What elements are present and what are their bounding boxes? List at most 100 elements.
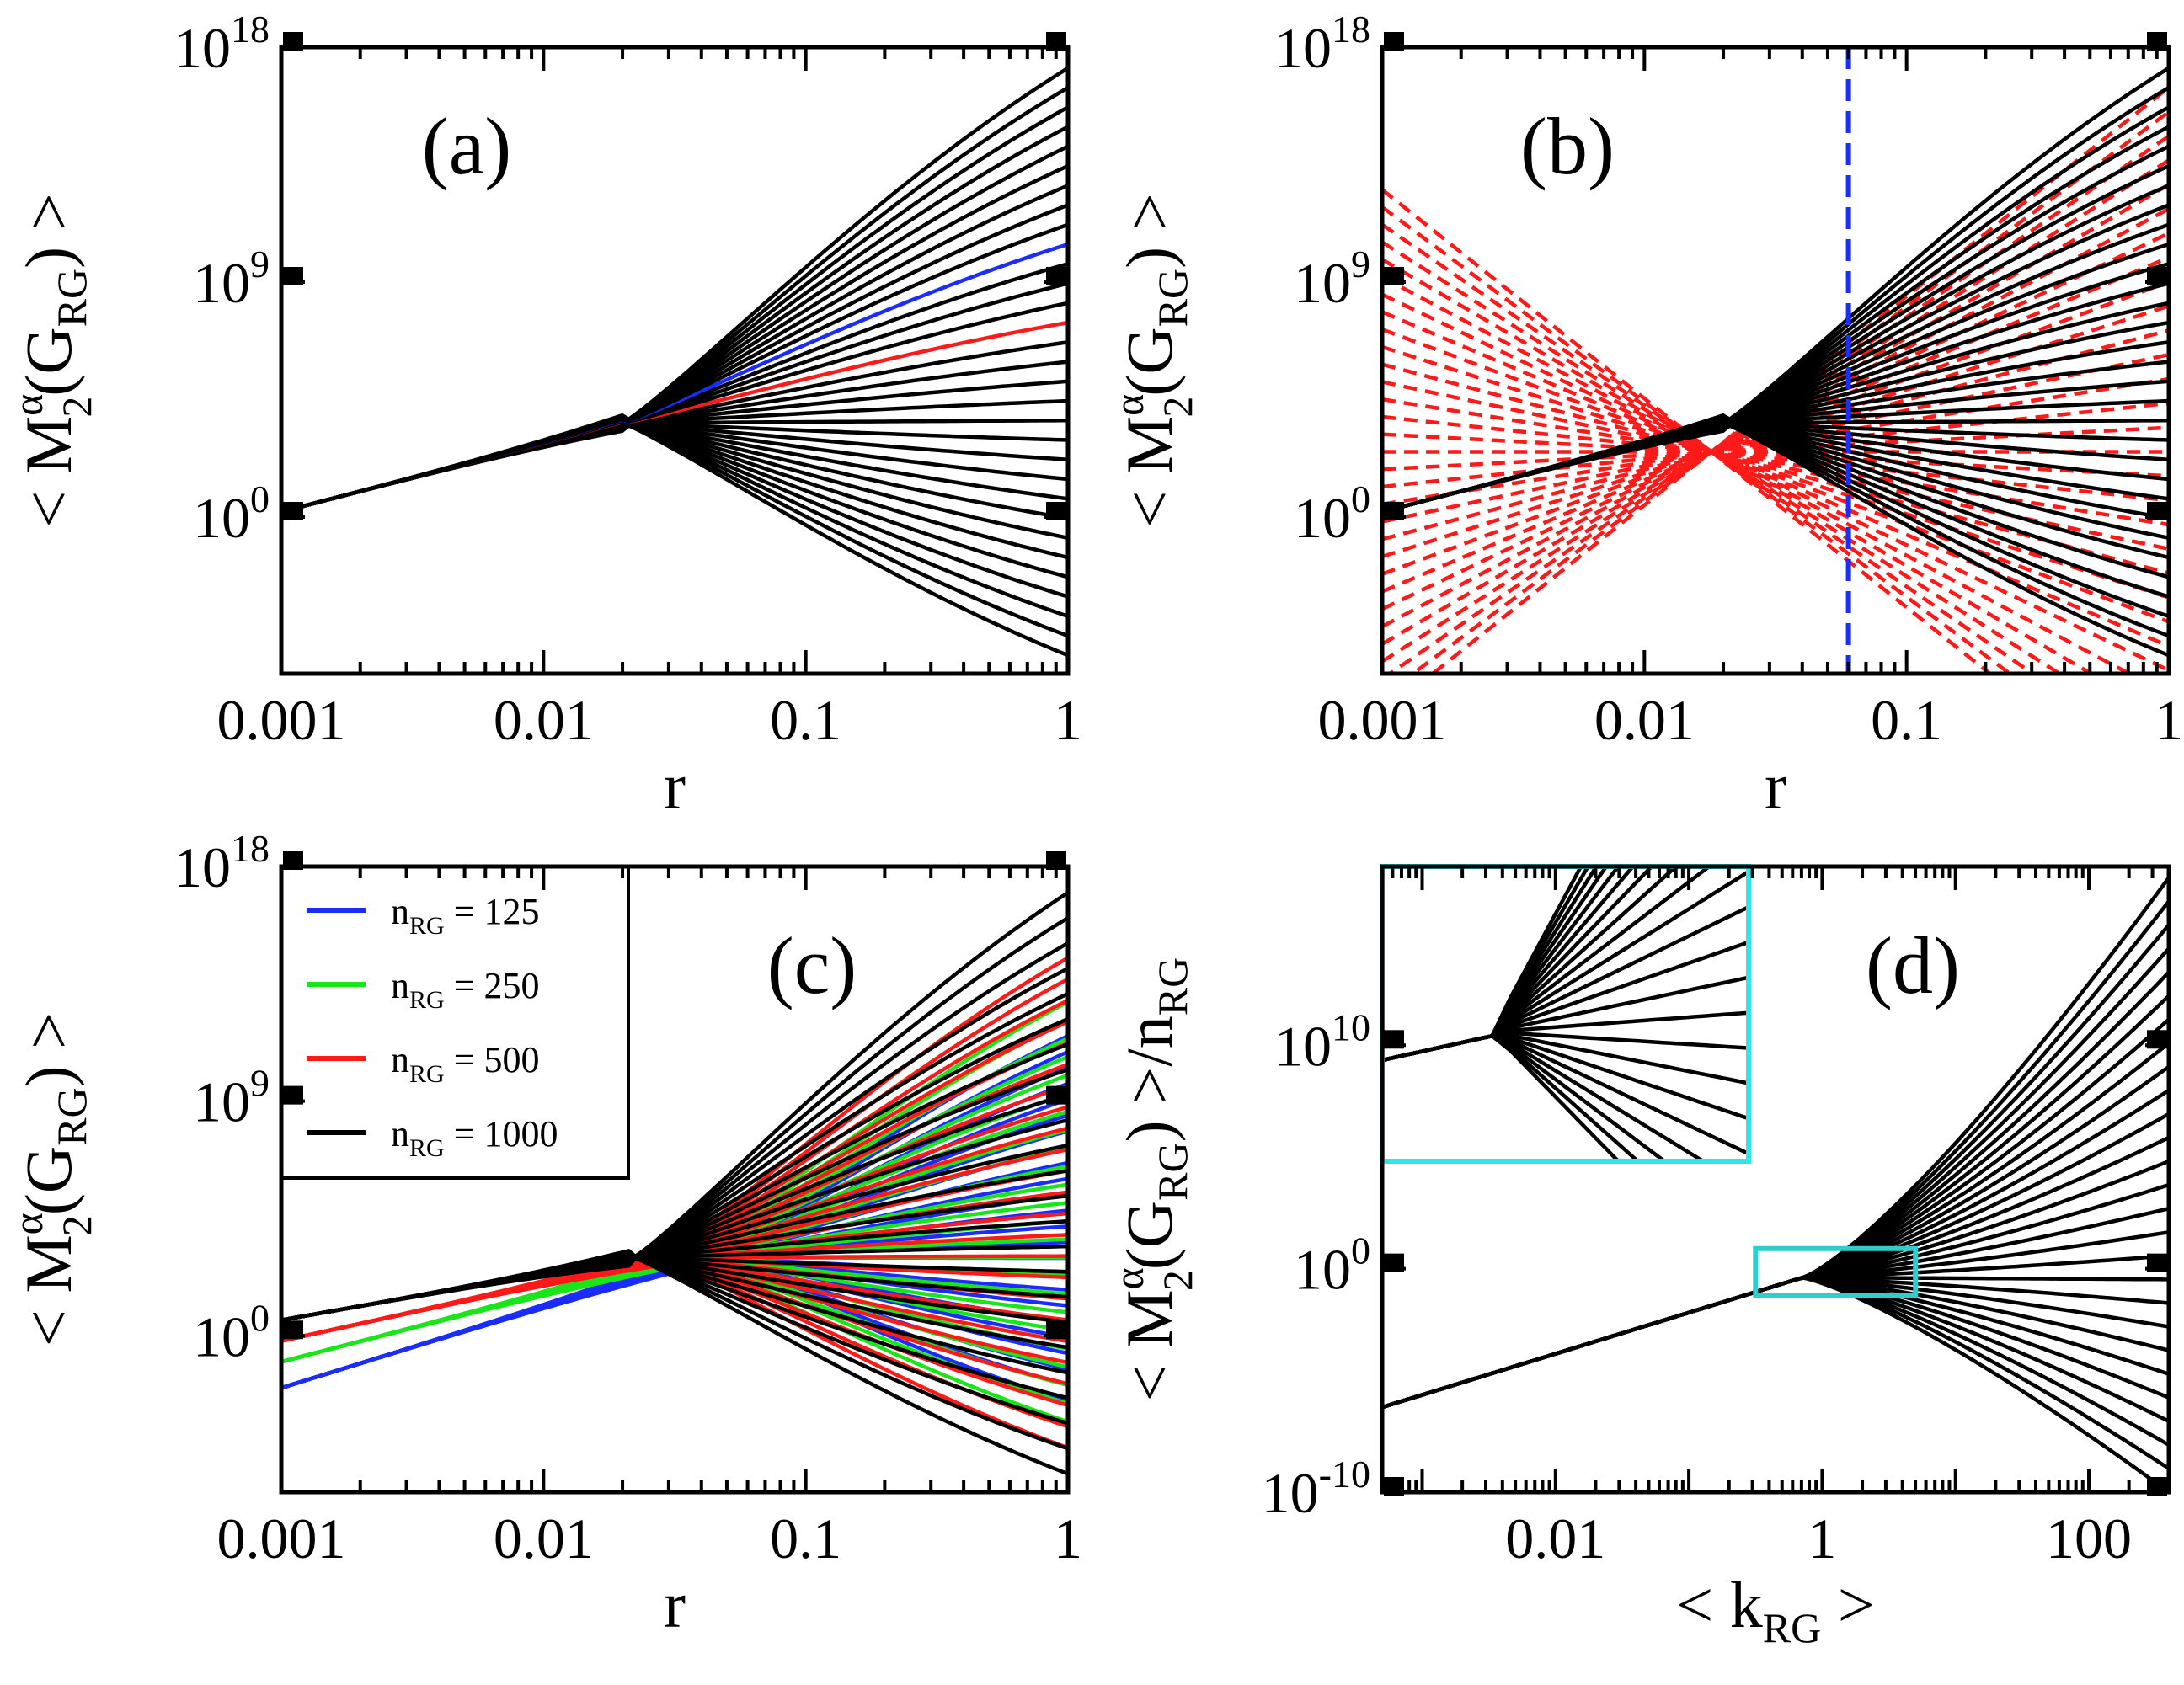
y-tick-label: 100: [193, 1296, 270, 1368]
panel-c-frame: [279, 864, 1071, 1495]
x-tick-label: 0.1: [1871, 688, 1942, 752]
fit-line: [1382, 362, 2169, 575]
x-tick-label: 0.001: [217, 1506, 346, 1570]
panel-a-frame: [279, 45, 1071, 676]
y-tick-label: 109: [193, 1062, 270, 1134]
tick-marker: [283, 1085, 303, 1105]
y-tick-label: 100: [1294, 477, 1370, 550]
inset-line: [1382, 866, 1583, 1063]
y-tick-label: 1018: [174, 827, 270, 899]
legend: nRG = 125 nRG = 250 nRG = 500 nRG = 1000: [280, 865, 630, 1180]
x-tick-label: 0.1: [770, 1506, 841, 1570]
series-line: [281, 222, 1068, 514]
x-axis-label: < kRG >: [1676, 1568, 1874, 1651]
tick-marker: [1384, 1477, 1404, 1496]
x-tick-label: 1: [1054, 1506, 1082, 1570]
series-line: [281, 163, 1068, 514]
tick-marker: [283, 851, 303, 870]
x-axis-label: r: [664, 749, 686, 823]
tick-marker: [283, 32, 303, 51]
legend-box: [280, 865, 630, 1180]
tick-marker: [1384, 502, 1404, 520]
tick-marker: [1046, 1085, 1066, 1105]
x-axis-label: r: [664, 1568, 686, 1641]
fit-line: [1382, 240, 2064, 674]
tick-marker: [283, 267, 303, 285]
y-axis-label: < Mα2(GRG) >: [4, 193, 100, 527]
plot-area: [281, 66, 1068, 658]
x-tick-label: 0.01: [1505, 1506, 1605, 1570]
legend-entry: nRG = 500: [391, 1039, 540, 1088]
panel-b: 100 109 1018 0.001 0.01 0.1 1 r < Mα2(GRG) > (b): [1105, 8, 2183, 823]
y-tick-label: 100: [1294, 1229, 1370, 1302]
x-tick-label: 0.001: [1318, 688, 1447, 752]
fit-line: [1382, 222, 2037, 674]
fit-line: [1382, 328, 2169, 624]
x-tick-label: 1: [1054, 688, 1082, 752]
tick-marker: [1384, 267, 1404, 285]
tick-marker: [1046, 502, 1066, 520]
fit-line: [1382, 292, 2169, 673]
x-tick-label: 0.1: [770, 688, 841, 752]
tick-marker: [2147, 1253, 2167, 1272]
legend-entry: nRG = 250: [391, 965, 540, 1014]
x-tick-label: 0.01: [494, 1506, 594, 1570]
fit-line: [1382, 205, 2014, 674]
fit-line: [1382, 310, 2169, 648]
panel-label: (c): [767, 920, 857, 1010]
panel-d: 10-10 100 1010 0.01 1 100 < kRG > < Mα2(GRG) >/…: [1105, 864, 2171, 1651]
y-tick-label: 109: [1294, 243, 1370, 315]
tick-marker: [2147, 32, 2167, 51]
panel-label: (a): [422, 101, 512, 191]
panel-c: nRG = 125 nRG = 250 nRG = 500 nRG = 1000 100…: [4, 827, 1082, 1641]
series-line: [281, 891, 1068, 1322]
series-line: [281, 184, 1068, 514]
series-line: [281, 125, 1068, 514]
fit-line: [1382, 397, 2169, 527]
x-axis-label: r: [1765, 749, 1786, 823]
series-line: [1382, 1276, 2169, 1447]
tick-marker: [283, 502, 303, 520]
x-tick-label: 0.01: [494, 688, 594, 752]
legend-entry: nRG = 125: [391, 891, 540, 940]
legend-entry: nRG = 1000: [391, 1113, 558, 1162]
x-tick-label: 0.001: [217, 688, 346, 752]
fit-line: [1382, 258, 2096, 674]
y-tick-label: 1018: [1274, 8, 1370, 80]
series-line: [1382, 66, 2169, 514]
tick-marker: [2147, 1030, 2167, 1049]
fit-line: [1429, 86, 2169, 674]
panel-d-frame: [1380, 864, 2171, 1495]
plot-area: [281, 891, 1068, 1476]
tick-marker: [283, 1320, 303, 1340]
tick-marker: [1384, 1030, 1404, 1049]
tick-marker: [2147, 267, 2167, 285]
fit-line: [1386, 134, 2169, 674]
x-tick-label: 100: [2046, 1506, 2132, 1570]
zoom-box: [1753, 1245, 1919, 1298]
tick-marker: [1046, 851, 1066, 870]
x-tick-label: 0.01: [1594, 688, 1695, 752]
panel-label: (d): [1866, 920, 1960, 1010]
y-axis-label: < Mα2(GRG) >/nRG: [1105, 957, 1201, 1401]
x-tick-label: 1: [2155, 688, 2183, 752]
y-axis-label: < Mα2(GRG) >: [4, 1012, 100, 1346]
panel-b-frame: [1380, 45, 2171, 676]
fit-line: [1382, 231, 2169, 611]
tick-marker: [1046, 32, 1066, 51]
series-line: [281, 423, 1068, 638]
plot-area: [1382, 47, 2169, 674]
tick-marker: [1384, 32, 1404, 51]
inset: [1380, 864, 1751, 1164]
fit-line: [1382, 414, 2169, 503]
x-tick-label: 1: [1808, 1506, 1836, 1570]
fit-line: [1382, 275, 2133, 674]
inset-background: [1382, 866, 1749, 1161]
y-tick-label: 1010: [1274, 1005, 1370, 1078]
series-line: [1382, 876, 2169, 1410]
series-line: [281, 66, 1068, 514]
highlight-line: [281, 242, 1068, 514]
plot-area: [1382, 876, 2169, 1492]
tick-marker: [2147, 1477, 2167, 1496]
